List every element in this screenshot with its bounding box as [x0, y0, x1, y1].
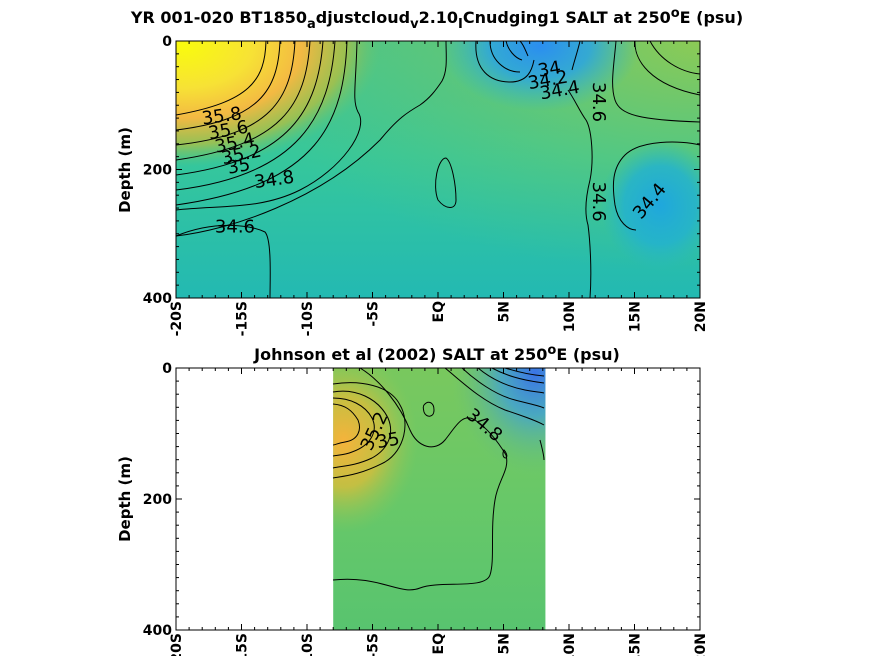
x-tick-label: -15S — [235, 633, 251, 656]
contour-line — [176, 41, 348, 206]
contour-label: 35 — [375, 429, 401, 454]
title-part: v — [410, 17, 419, 32]
x-tick-label: -15S — [235, 301, 251, 336]
contour-line — [491, 368, 545, 384]
x-tick-label: -5S — [366, 301, 382, 327]
contour-line — [475, 41, 535, 83]
contour-line — [567, 89, 593, 298]
contour-line — [176, 41, 324, 176]
contour-line — [176, 41, 362, 211]
x-tick-label: 15N — [628, 301, 644, 332]
bottom-panel: Johnson et al (2002) SALT at 250oE (psu) — [116, 343, 709, 656]
x-tick-label: 20N — [693, 633, 709, 656]
y-tick-label: 400 — [143, 623, 172, 639]
top-panel-ticks: -20S -15S -10S -5S EQ 5N 10N 15N 20N 0 200 400 — [143, 34, 709, 336]
top-panel-ylabel: Depth (m) — [116, 127, 134, 213]
contour-line — [435, 157, 457, 208]
title-part: a — [307, 17, 316, 32]
contour-line — [539, 439, 545, 461]
contour-line — [444, 368, 545, 426]
contour-line — [612, 41, 700, 123]
contour-label: 34.6 — [588, 182, 609, 222]
x-tick-label: 20N — [693, 301, 709, 332]
x-tick-label: EQ — [431, 633, 447, 655]
title-part: I — [458, 17, 463, 32]
contour-line — [176, 41, 311, 161]
contour-line — [634, 41, 700, 96]
contour-line — [502, 449, 508, 459]
contour-line — [176, 41, 336, 191]
contour-line — [332, 382, 406, 479]
contour-label: 35 — [226, 154, 252, 179]
bottom-panel-title: Johnson et al (2002) SALT at 250oE (psu) — [253, 343, 620, 364]
contour-line — [571, 41, 581, 71]
x-tick-label: EQ — [431, 301, 447, 323]
x-tick-label: -20S — [169, 301, 185, 336]
contour-line — [332, 397, 375, 457]
contour-line — [505, 41, 523, 61]
y-tick-label: 200 — [143, 163, 172, 179]
contour-line — [461, 368, 545, 409]
contour-label: 34.6 — [588, 82, 609, 122]
x-tick-label: 15N — [628, 633, 644, 656]
contour-line — [176, 224, 271, 298]
title-part: Johnson et al (2002) SALT at 250 — [253, 345, 547, 364]
contour-line — [176, 41, 447, 237]
x-tick-label: 10N — [562, 633, 578, 656]
contour-line — [422, 401, 435, 417]
y-tick-label: 0 — [162, 34, 172, 50]
x-tick-label: -5S — [366, 633, 382, 656]
title-part: E (psu) — [680, 8, 744, 27]
contour-line — [176, 41, 281, 131]
title-part: o — [547, 343, 556, 358]
title-part: YR 001-020 BT1850 — [130, 8, 307, 27]
y-tick-label: 200 — [143, 492, 172, 508]
top-panel-contours — [176, 41, 700, 298]
bottom-panel-ticks: -20S -15S -10S -5S EQ 5N 10N 15N 20N 0 200 400 — [143, 361, 709, 656]
contour-line — [504, 368, 545, 377]
title-part: Cnudging1 SALT at 250 — [463, 8, 671, 27]
title-part: 2.10 — [419, 8, 458, 27]
contour-line — [649, 41, 700, 75]
bottom-panel-field — [333, 368, 546, 630]
title-part: o — [671, 6, 680, 21]
contour-label: 34 — [536, 57, 562, 82]
x-tick-label: -20S — [169, 633, 185, 656]
bottom-panel-contours — [332, 368, 545, 591]
contour-line — [477, 368, 545, 394]
title-part: djustcloud — [316, 8, 410, 27]
y-tick-label: 0 — [162, 361, 172, 377]
x-tick-label: -10S — [300, 633, 316, 656]
title-part: E (psu) — [556, 345, 620, 364]
contour-label: 34.6 — [215, 216, 255, 237]
contour-line — [176, 41, 296, 146]
y-tick-label: 400 — [143, 291, 172, 307]
top-panel-title: YR 001-020 BT1850adjustcloudv2.10ICnudgi… — [130, 6, 743, 31]
contour-line — [612, 141, 700, 231]
contour-line — [519, 41, 529, 57]
contour-line — [489, 41, 521, 73]
contour-line — [332, 403, 360, 446]
bottom-panel-ylabel: Depth (m) — [116, 456, 134, 542]
top-panel: YR 001-020 BT1850adjustcloudv2.10ICnudgi… — [116, 6, 743, 336]
x-tick-label: -10S — [300, 301, 316, 336]
x-tick-label: 10N — [562, 301, 578, 332]
x-tick-label: 5N — [497, 633, 513, 654]
contour-line — [332, 390, 392, 469]
x-tick-label: 5N — [497, 301, 513, 322]
contour-line — [176, 41, 267, 116]
